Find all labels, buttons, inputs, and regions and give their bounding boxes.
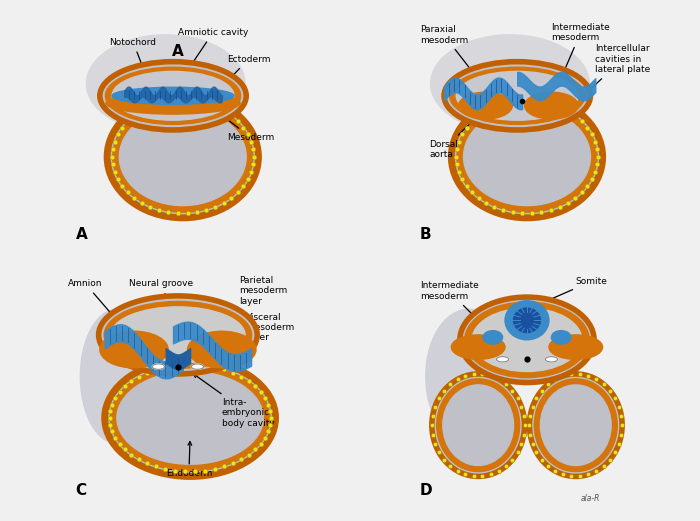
Text: Intermediate
mesoderm: Intermediate mesoderm	[552, 23, 610, 80]
Text: Neural groove: Neural groove	[129, 279, 193, 324]
Ellipse shape	[105, 359, 276, 476]
Ellipse shape	[496, 357, 509, 362]
Ellipse shape	[112, 71, 234, 120]
Ellipse shape	[465, 302, 589, 378]
Text: Amniotic cavity: Amniotic cavity	[178, 28, 248, 70]
Ellipse shape	[452, 96, 603, 218]
Ellipse shape	[514, 308, 540, 332]
Ellipse shape	[191, 364, 204, 369]
Ellipse shape	[106, 92, 240, 114]
Ellipse shape	[100, 61, 246, 130]
Ellipse shape	[456, 101, 598, 213]
Ellipse shape	[119, 108, 246, 206]
Ellipse shape	[111, 307, 245, 363]
Ellipse shape	[153, 364, 164, 369]
Ellipse shape	[437, 379, 519, 472]
Text: Intra-
embryonic
body cavity: Intra- embryonic body cavity	[193, 374, 274, 428]
Text: B: B	[419, 227, 431, 242]
Text: A: A	[172, 44, 184, 59]
Ellipse shape	[444, 61, 590, 130]
Text: Parietal
mesoderm
layer: Parietal mesoderm layer	[225, 276, 287, 325]
Text: Paraxial
mesoderm: Paraxial mesoderm	[419, 25, 483, 85]
Ellipse shape	[524, 92, 578, 119]
Text: D: D	[419, 483, 433, 499]
Ellipse shape	[549, 335, 603, 359]
Ellipse shape	[443, 385, 514, 465]
Ellipse shape	[529, 374, 622, 476]
Ellipse shape	[472, 308, 582, 371]
Ellipse shape	[105, 67, 241, 125]
Text: A: A	[76, 227, 88, 242]
Text: Amnion: Amnion	[68, 279, 114, 317]
Text: Ectoderm: Ectoderm	[218, 55, 270, 92]
Text: Mesoderm: Mesoderm	[213, 108, 274, 142]
Ellipse shape	[534, 379, 617, 472]
Ellipse shape	[456, 71, 578, 120]
Text: Intercellular
cavities in
lateral plate: Intercellular cavities in lateral plate	[586, 44, 650, 93]
Ellipse shape	[540, 385, 611, 465]
Ellipse shape	[483, 331, 503, 344]
Ellipse shape	[110, 364, 271, 472]
Ellipse shape	[545, 357, 557, 362]
Text: Dorsal
aorta: Dorsal aorta	[429, 111, 482, 159]
Ellipse shape	[99, 296, 257, 374]
Ellipse shape	[86, 35, 245, 132]
Ellipse shape	[552, 331, 571, 344]
Text: Intermediate
mesoderm: Intermediate mesoderm	[419, 281, 490, 332]
Ellipse shape	[112, 101, 253, 213]
Text: Notochord: Notochord	[110, 38, 157, 91]
Text: C: C	[76, 483, 87, 499]
Text: Somite: Somite	[545, 277, 608, 302]
Ellipse shape	[505, 301, 549, 340]
Ellipse shape	[449, 67, 585, 125]
Ellipse shape	[104, 301, 252, 369]
Ellipse shape	[432, 374, 524, 476]
Ellipse shape	[463, 108, 590, 206]
Text: Visceral
mesoderm
layer: Visceral mesoderm layer	[230, 313, 295, 350]
Ellipse shape	[107, 96, 258, 218]
Ellipse shape	[430, 35, 589, 132]
Ellipse shape	[80, 309, 153, 443]
Text: Endoderm: Endoderm	[166, 442, 212, 478]
Text: ala-R: ala-R	[581, 494, 600, 503]
Ellipse shape	[452, 335, 505, 359]
Ellipse shape	[426, 309, 511, 443]
Ellipse shape	[112, 88, 234, 104]
Ellipse shape	[117, 371, 263, 464]
Ellipse shape	[458, 92, 512, 119]
Ellipse shape	[460, 297, 594, 382]
Ellipse shape	[100, 331, 168, 368]
Ellipse shape	[188, 331, 256, 368]
